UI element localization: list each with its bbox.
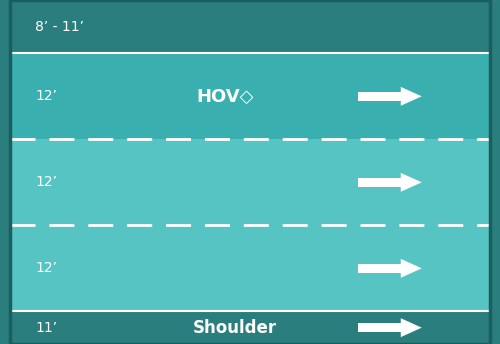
- Polygon shape: [401, 259, 422, 278]
- Bar: [10, 311, 490, 344]
- Bar: [358, 92, 401, 101]
- Bar: [10, 225, 490, 311]
- Bar: [358, 178, 401, 187]
- Polygon shape: [401, 173, 422, 192]
- Polygon shape: [401, 318, 422, 337]
- Bar: [358, 264, 401, 273]
- Text: 12’: 12’: [35, 89, 57, 103]
- Bar: [10, 139, 490, 225]
- Bar: [10, 0, 490, 53]
- Bar: [10, 53, 490, 139]
- Text: 12’: 12’: [35, 261, 57, 275]
- Text: Shoulder: Shoulder: [193, 319, 277, 337]
- Text: 8’ - 11’: 8’ - 11’: [35, 20, 84, 34]
- Text: 11’: 11’: [35, 321, 57, 335]
- Text: HOV◇: HOV◇: [196, 87, 254, 105]
- Bar: [358, 323, 401, 332]
- Text: 12’: 12’: [35, 175, 57, 189]
- Polygon shape: [401, 87, 422, 106]
